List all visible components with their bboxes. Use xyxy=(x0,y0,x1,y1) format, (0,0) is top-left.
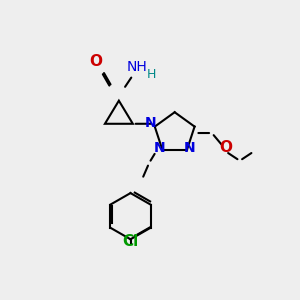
Text: N: N xyxy=(154,141,166,155)
Text: Cl: Cl xyxy=(122,234,139,249)
Text: N: N xyxy=(184,141,195,155)
Text: NH: NH xyxy=(127,60,148,74)
Text: N: N xyxy=(144,116,156,130)
Text: O: O xyxy=(89,54,102,69)
Text: O: O xyxy=(219,140,232,154)
Text: H: H xyxy=(147,68,156,81)
